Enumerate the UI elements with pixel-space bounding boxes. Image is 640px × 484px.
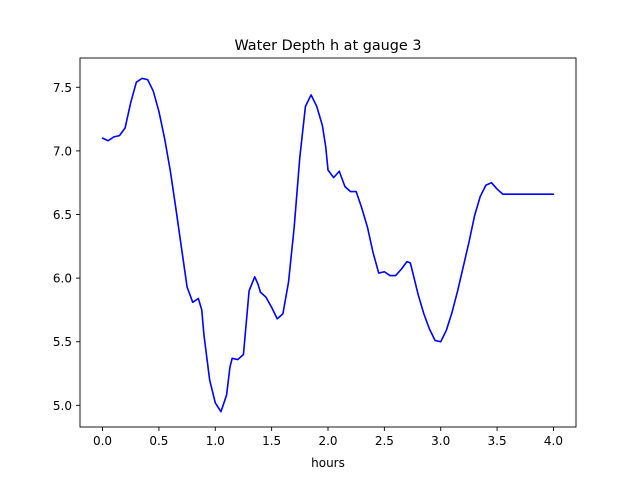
x-axis-ticks: 0.0 0.5 1.0 1.5 2.0 2.5 3.0 3.5 4.0 xyxy=(93,427,563,448)
y-tick-label: 5.0 xyxy=(53,399,72,413)
y-axis-ticks: 5.0 5.5 6.0 6.5 7.0 7.5 xyxy=(53,81,80,413)
y-tick-label: 7.5 xyxy=(53,81,72,95)
y-tick-label: 6.5 xyxy=(53,208,72,222)
chart-title: Water Depth h at gauge 3 xyxy=(234,38,421,54)
x-tick-label: 2.0 xyxy=(318,434,337,448)
x-tick-label: 1.5 xyxy=(262,434,281,448)
y-tick-label: 7.0 xyxy=(53,144,72,158)
x-tick-label: 1.0 xyxy=(206,434,225,448)
plot-frame xyxy=(79,57,577,428)
y-tick-label: 6.0 xyxy=(53,272,72,286)
x-tick-label: 0.5 xyxy=(149,434,168,448)
series-line xyxy=(101,77,555,413)
x-tick-label: 4.0 xyxy=(544,434,563,448)
x-tick-label: 3.5 xyxy=(488,434,507,448)
x-axis-label: hours xyxy=(311,456,345,470)
x-tick-label: 3.0 xyxy=(431,434,450,448)
x-tick-label: 0.0 xyxy=(93,434,112,448)
y-tick-label: 5.5 xyxy=(53,335,72,349)
x-tick-label: 2.5 xyxy=(375,434,394,448)
